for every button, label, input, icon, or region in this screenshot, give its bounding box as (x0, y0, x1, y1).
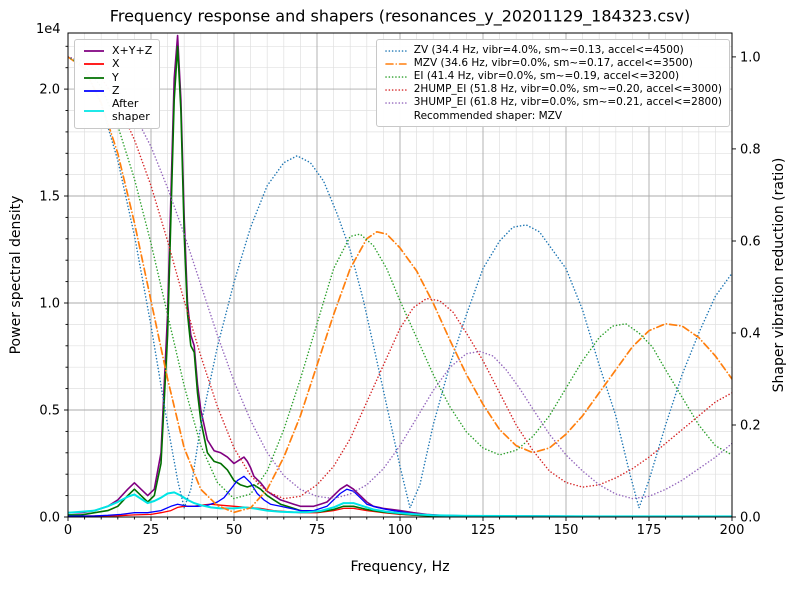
svg-text:100: 100 (388, 523, 413, 538)
svg-text:1.0: 1.0 (39, 297, 60, 312)
tick-labels: 0 25 50 75 100 125 150 175 2000.00.51.01.52.00.0… (39, 50, 760, 538)
legend-label: After shaper (112, 97, 150, 123)
legend-swatch (384, 50, 407, 52)
legend-swatch (384, 76, 407, 78)
legend-swatch (84, 90, 104, 92)
y-axis-offset-label: 1e4 (36, 22, 61, 37)
svg-text:0.0: 0.0 (39, 511, 60, 526)
svg-text:200: 200 (720, 523, 745, 538)
legend-swatch (384, 63, 407, 65)
legend-item: MZV (34.6 Hz, vibr=0.0%, sm~=0.17, accel… (384, 57, 722, 70)
tick-marks (64, 45, 736, 521)
legend-label: 2HUMP_EI (51.8 Hz, vibr=0.0%, sm~=0.20, … (413, 83, 722, 96)
svg-text:0.2: 0.2 (740, 419, 761, 434)
legend-label: X (112, 57, 120, 71)
svg-text:0.0: 0.0 (740, 511, 761, 526)
series-2HUMP_EI (68, 56, 732, 500)
svg-text:0: 0 (64, 523, 72, 538)
legend-label: X+Y+Z (112, 44, 153, 57)
legend-label: 3HUMP_EI (61.8 Hz, vibr=0.0%, sm~=0.21, … (413, 96, 722, 109)
legend-item: Z (82, 83, 152, 97)
svg-text:1.0: 1.0 (740, 50, 761, 65)
legend-item: 2HUMP_EI (51.8 Hz, vibr=0.0%, sm~=0.20, … (384, 83, 722, 96)
legend-shapers: ZV (34.4 Hz, vibr=4.0%, sm~=0.13, accel<… (375, 39, 730, 127)
svg-text:0.5: 0.5 (39, 404, 60, 419)
svg-text:25: 25 (143, 523, 160, 538)
chart-title: Frequency response and shapers (resonanc… (109, 6, 691, 26)
legend-item: X (82, 57, 152, 71)
svg-text:150: 150 (554, 523, 579, 538)
series-ZV (68, 56, 732, 509)
svg-text:0.6: 0.6 (740, 235, 761, 250)
legend-swatch (384, 102, 407, 104)
legend-label: ZV (34.4 Hz, vibr=4.0%, sm~=0.13, accel<… (413, 44, 684, 57)
series-EI (68, 56, 732, 500)
legend-swatch (84, 50, 104, 53)
legend-swatch (84, 109, 104, 112)
legend-swatch (84, 76, 104, 79)
legend-psd: X+Y+Z X Y Z After shaper (74, 39, 161, 129)
svg-text:2.0: 2.0 (39, 83, 60, 98)
series-After shaper (68, 491, 732, 517)
svg-text:175: 175 (637, 523, 662, 538)
legend-item: EI (41.4 Hz, vibr=0.0%, sm~=0.19, accel<… (384, 70, 722, 83)
legend-label: Y (112, 70, 119, 84)
svg-text:75: 75 (309, 523, 326, 538)
legend-swatch (384, 89, 407, 91)
recommended-shaper-text: Recommended shaper: MZV (413, 110, 563, 122)
legend-item: Y (82, 70, 152, 84)
svg-text:0.4: 0.4 (740, 327, 761, 342)
legend-label: MZV (34.6 Hz, vibr=0.0%, sm~=0.17, accel… (413, 57, 693, 70)
series-MZV (68, 56, 732, 514)
legend-swatch (84, 63, 104, 66)
legend-item: ZV (34.4 Hz, vibr=4.0%, sm~=0.13, accel<… (384, 44, 722, 57)
legend-label: EI (41.4 Hz, vibr=0.0%, sm~=0.19, accel<… (413, 70, 680, 83)
svg-text:125: 125 (471, 523, 496, 538)
y-axis-label-right: Shaper vibration reduction (ratio) (771, 157, 787, 393)
legend-label: Z (112, 83, 120, 97)
y-axis-label-left: Power spectral density (8, 195, 24, 355)
svg-text:1.5: 1.5 (39, 190, 60, 205)
svg-text:0.8: 0.8 (740, 142, 761, 157)
legend-item: 3HUMP_EI (61.8 Hz, vibr=0.0%, sm~=0.21, … (384, 96, 722, 109)
x-axis-label: Frequency, Hz (350, 559, 450, 575)
series-3HUMP_EI (68, 56, 732, 500)
svg-text:50: 50 (226, 523, 243, 538)
legend-item: X+Y+Z (82, 44, 153, 57)
legend-item: After shaper (82, 98, 152, 123)
series-group (68, 34, 732, 517)
